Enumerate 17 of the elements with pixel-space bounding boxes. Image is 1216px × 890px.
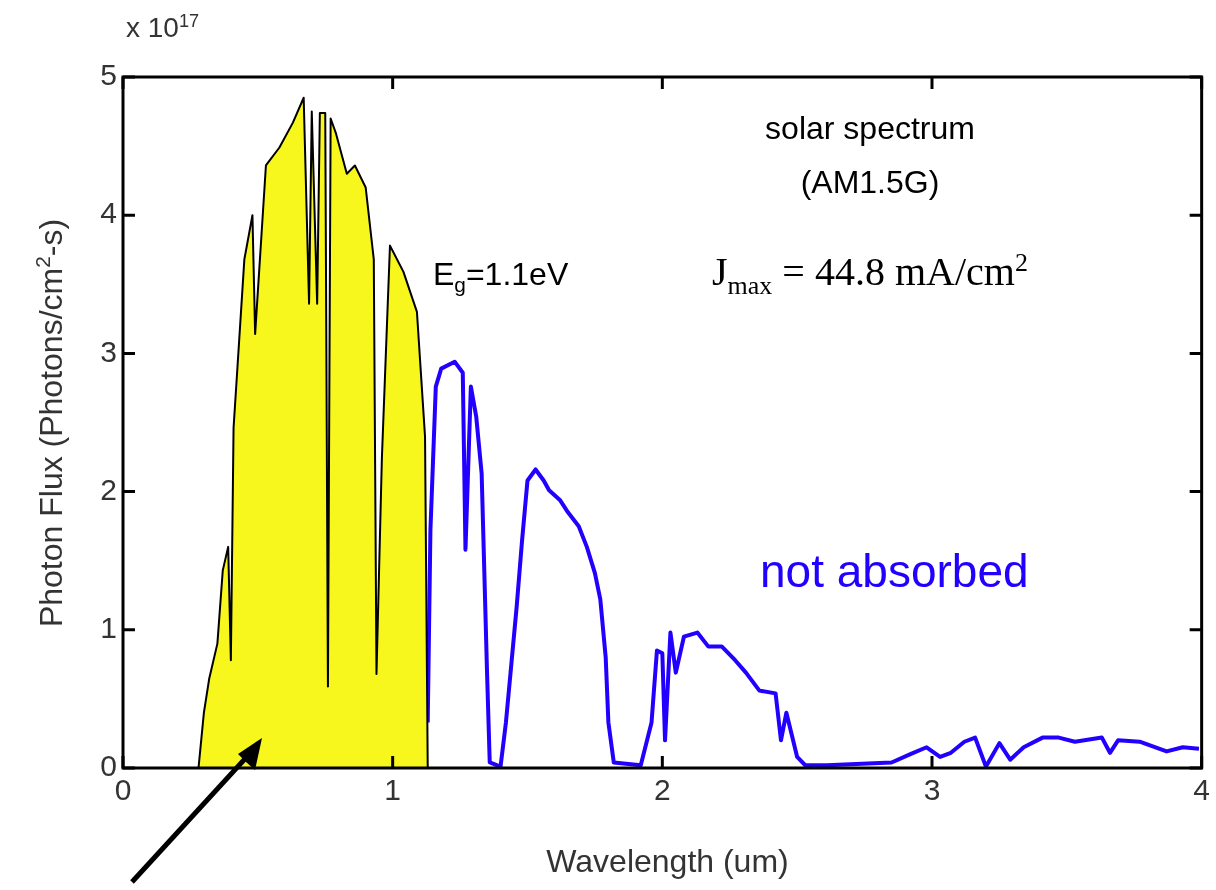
y-tick-label: 2 bbox=[100, 472, 117, 506]
annotation: (AM1.5G) bbox=[800, 164, 940, 200]
x-tick-label: 4 bbox=[1193, 773, 1210, 807]
annotation: not absorbed bbox=[760, 545, 1029, 597]
y-tick-label: 0 bbox=[100, 749, 117, 783]
x-tick-label: 3 bbox=[923, 773, 941, 807]
y-tick-label: 4 bbox=[100, 196, 117, 230]
annotation: E$_{g}$=1.1eV bbox=[433, 256, 569, 297]
text: x 10$^{17}$ bbox=[126, 11, 200, 44]
y-tick-label: 5 bbox=[100, 58, 117, 92]
x-axis-title: Wavelength (um) bbox=[546, 843, 789, 879]
annotation: solar spectrum bbox=[765, 110, 975, 146]
x-tick-label: 2 bbox=[653, 773, 671, 807]
x-tick-label: 1 bbox=[384, 773, 402, 807]
annotation: J$_{max}$ = 44.8 mA/cm$^{2}$ bbox=[712, 248, 1028, 301]
y-tick-label: 3 bbox=[100, 334, 117, 368]
y-tick-label: 1 bbox=[100, 611, 117, 645]
